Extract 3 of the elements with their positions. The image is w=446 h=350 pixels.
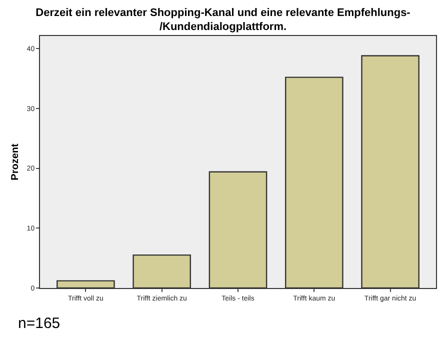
y-axis-title: Prozent <box>10 142 21 180</box>
chart-title: Derzeit ein relevanter Shopping-Kanal und eine relevante Empfehlungs- /Kundendialogplattform. <box>36 6 411 34</box>
text: n=165 <box>18 315 60 332</box>
